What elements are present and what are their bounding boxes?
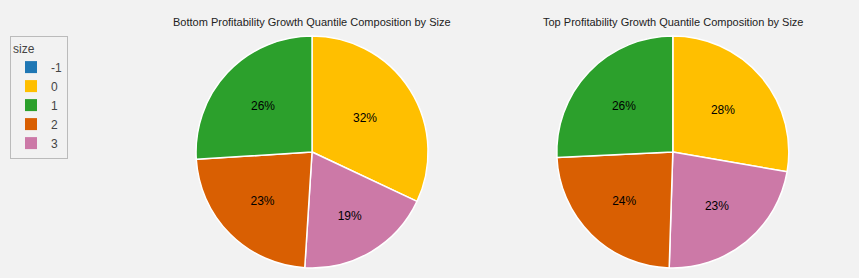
svg-text:3: 3	[51, 137, 58, 151]
svg-text:19%: 19%	[338, 209, 362, 223]
svg-text:-1: -1	[51, 61, 62, 75]
svg-text:23%: 23%	[705, 199, 729, 213]
svg-text:26%: 26%	[612, 99, 636, 113]
svg-text:32%: 32%	[353, 111, 377, 125]
svg-text:2: 2	[51, 118, 58, 132]
svg-text:Bottom Profitability Growth Qu: Bottom Profitability Growth Quantile Com…	[173, 16, 451, 28]
svg-text:Top Profitability Growth Quant: Top Profitability Growth Quantile Compos…	[543, 16, 803, 28]
svg-text:1: 1	[51, 99, 58, 113]
svg-text:26%: 26%	[251, 99, 275, 113]
svg-text:28%: 28%	[711, 103, 735, 117]
svg-text:24%: 24%	[612, 194, 636, 208]
svg-text:size: size	[13, 42, 35, 56]
svg-text:0: 0	[51, 80, 58, 94]
svg-text:23%: 23%	[250, 194, 274, 208]
